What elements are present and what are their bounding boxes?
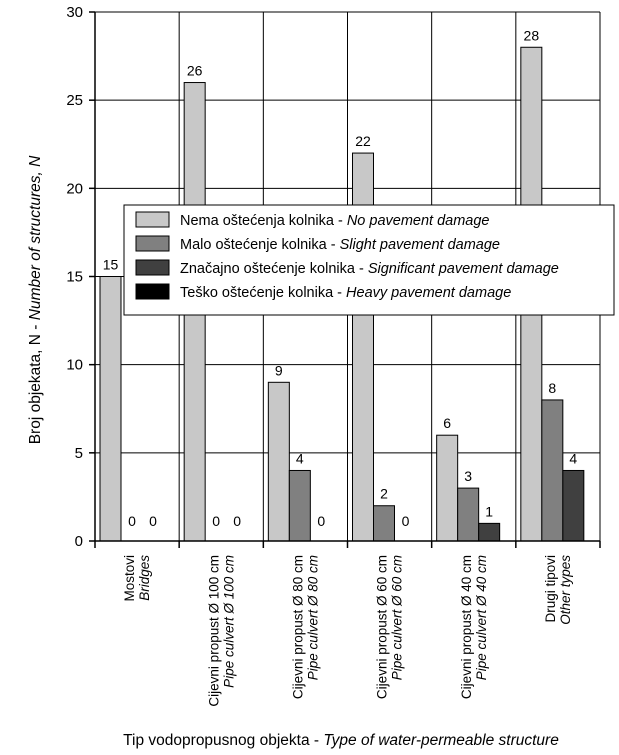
data-label-4-0: 6 (443, 415, 451, 431)
category-label-en-0: Bridges (137, 555, 152, 601)
data-label-5-0: 28 (524, 27, 540, 43)
y-tick-label-1: 5 (75, 445, 83, 462)
x-axis-title-main: Tip vodopropusnog objekta - (123, 732, 323, 749)
category-label-3: Cijevni propust Ø 60 cm (375, 555, 390, 699)
category-label-2: Cijevni propust Ø 80 cm (290, 555, 305, 699)
data-label-3-2: 0 (402, 513, 410, 529)
category-label-en-1: Pipe culvert Ø 100 cm (221, 555, 236, 688)
data-label-3-1: 2 (380, 486, 388, 502)
data-label-2-0: 9 (275, 362, 283, 378)
data-label-1-2: 0 (233, 513, 241, 529)
category-label-4: Cijevni propust Ø 40 cm (459, 555, 474, 699)
bar-3-1 (373, 505, 395, 542)
data-label-4-1: 3 (464, 468, 472, 484)
bar-4-2 (478, 522, 501, 542)
legend-label-1: Malo oštećenje kolnika - Slight pavement… (180, 237, 500, 253)
category-label-en-3: Pipe culvert Ø 60 cm (390, 555, 405, 680)
axes (89, 11, 601, 548)
legend-swatch-1 (135, 235, 170, 252)
bar-2-1 (288, 469, 311, 542)
data-label-1-0: 26 (187, 63, 203, 79)
category-label-5: Drugi tipovi (543, 555, 558, 623)
legend-box (123, 204, 615, 316)
data-label-2-2: 0 (317, 513, 325, 529)
data-label-2-1: 4 (296, 450, 304, 466)
x-category-labels: Mostovi Bridges Cijevni propust Ø 100 cm Pi… (122, 555, 573, 707)
y-axis-title-italic: Number of structures, N (27, 155, 44, 320)
legend: Nema oštećenja kolnika - No pavement dam… (123, 204, 615, 316)
y-tick-label-3: 15 (66, 269, 83, 286)
category-label-en-5: Other types (558, 555, 573, 625)
data-label-4-2: 1 (485, 503, 493, 519)
y-tick-label-6: 30 (66, 4, 83, 21)
bar-4-1 (457, 487, 480, 542)
x-axis-title-italic: Type of water-permeable structure (323, 732, 559, 749)
bar-5-1 (541, 399, 564, 542)
data-label-3-0: 22 (355, 133, 371, 149)
y-tick-label-0: 0 (75, 533, 83, 550)
legend-swatch-2 (135, 259, 170, 276)
bar-2-0 (267, 381, 290, 542)
bar-0-0 (99, 276, 122, 542)
data-label-0-0: 15 (103, 257, 119, 273)
category-label-en-4: Pipe culvert Ø 40 cm (474, 555, 489, 680)
y-tick-label-5: 25 (66, 92, 83, 109)
data-label-5-2: 4 (569, 450, 577, 466)
y-axis-title: Broj objekata, N - Number of structures,… (27, 155, 44, 444)
data-label-0-2: 0 (149, 513, 157, 529)
category-label-0: Mostovi (122, 555, 137, 602)
data-label-5-1: 8 (548, 380, 556, 396)
legend-label-2: Značajno oštećenje kolnika - Significant… (180, 261, 559, 277)
y-axis-title-main: Broj objekata, N - (27, 320, 44, 444)
y-tick-label-2: 10 (66, 357, 83, 374)
y-tick-labels: 0 5 10 15 20 25 30 (66, 4, 83, 550)
legend-swatch-0 (135, 211, 170, 228)
legend-label-3: Teško oštećenje kolnika - Heavy pavement… (180, 285, 511, 301)
category-label-en-2: Pipe culvert Ø 80 cm (305, 555, 320, 680)
legend-label-0: Nema oštećenja kolnika - No pavement dam… (180, 213, 490, 229)
category-label-1: Cijevni propust Ø 100 cm (206, 555, 221, 707)
data-label-0-1: 0 (128, 513, 136, 529)
bar-5-2 (562, 469, 585, 542)
y-tick-label-4: 20 (66, 180, 83, 197)
legend-swatch-3 (135, 283, 170, 300)
data-label-1-1: 0 (212, 513, 220, 529)
bar-4-0 (436, 434, 459, 542)
x-axis-title: Tip vodopropusnog objekta - Type of wate… (123, 732, 559, 749)
